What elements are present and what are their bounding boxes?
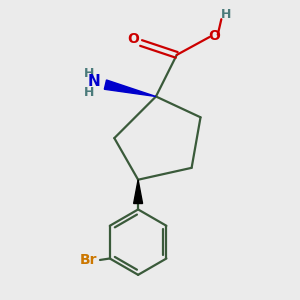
Text: O: O <box>208 28 220 43</box>
Text: N: N <box>88 74 100 89</box>
Text: H: H <box>84 67 94 80</box>
Text: Br: Br <box>79 253 97 267</box>
Text: H: H <box>220 8 231 21</box>
Polygon shape <box>134 180 142 203</box>
Text: O: O <box>127 32 139 46</box>
Text: H: H <box>84 86 94 99</box>
Polygon shape <box>104 80 156 97</box>
